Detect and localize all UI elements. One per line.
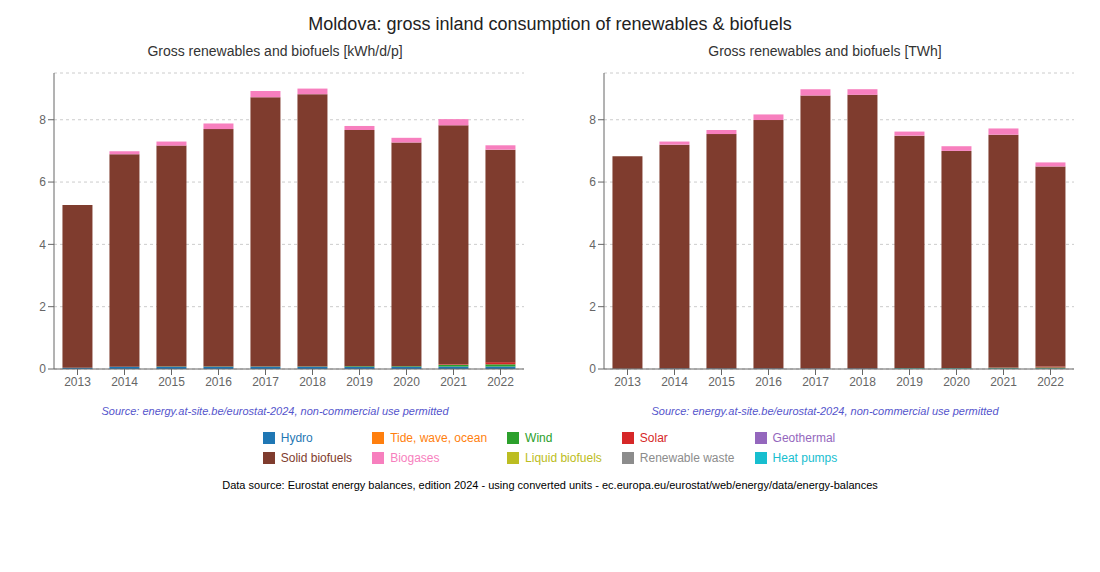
html-text:Hydro: Hydro [280, 431, 313, 445]
svg-text:2018: 2018 [849, 375, 876, 389]
svg-text:2021: 2021 [990, 375, 1017, 389]
svg-text:2017: 2017 [802, 375, 829, 389]
svg-text:2018: 2018 [299, 375, 326, 389]
svg-text:8: 8 [589, 113, 596, 127]
svg-text:2017: 2017 [252, 375, 279, 389]
svg-text:2015: 2015 [708, 375, 735, 389]
html-text:Geothermal: Geothermal [772, 431, 836, 445]
html-text:Solid biofuels: Solid biofuels [280, 451, 353, 465]
svg-text:2013: 2013 [64, 375, 91, 389]
svg-text:2016: 2016 [205, 375, 232, 389]
svg-text:2014: 2014 [111, 375, 138, 389]
svg-text:2016: 2016 [755, 375, 782, 389]
html-text:Tide, wave, ocean: Tide, wave, ocean [390, 431, 488, 445]
svg-text:6: 6 [39, 175, 46, 189]
svg-text:2022: 2022 [487, 375, 514, 389]
svg-text:2015: 2015 [158, 375, 185, 389]
html-text:Gross renewables and biofuels: Gross renewables and biofuels [kWh/d/p] [147, 43, 403, 59]
html-text:Moldova: gross inland consumpt: Moldova: gross inland consumption of ren… [308, 14, 792, 34]
svg-text:2013: 2013 [614, 375, 641, 389]
html-text:Gross renewables and biofuels: Gross renewables and biofuels [TWh] [708, 43, 942, 59]
html-text:Wind: Wind [525, 431, 553, 445]
svg-text:4: 4 [39, 238, 46, 252]
html-text:Solar: Solar [639, 431, 668, 445]
svg-text:4: 4 [589, 238, 596, 252]
svg-text:0: 0 [39, 362, 46, 376]
svg-text:2: 2 [39, 300, 46, 314]
html-text:Liquid biofuels: Liquid biofuels [525, 451, 602, 465]
svg-text:2: 2 [589, 300, 596, 314]
svg-text:2019: 2019 [896, 375, 923, 389]
svg-text:2020: 2020 [393, 375, 420, 389]
html-text:Biogases: Biogases [390, 451, 440, 465]
html-text:Source: energy.at-site.be/euro: Source: energy.at-site.be/eurostat-2024,… [651, 405, 999, 417]
svg-text:8: 8 [39, 113, 46, 127]
svg-text:2022: 2022 [1037, 375, 1064, 389]
svg-text:2021: 2021 [440, 375, 467, 389]
svg-text:2014: 2014 [661, 375, 688, 389]
html-text:Renewable waste: Renewable waste [639, 451, 735, 465]
svg-text:2019: 2019 [346, 375, 373, 389]
html-text:Source: energy.at-site.be/euro: Source: energy.at-site.be/eurostat-2024,… [101, 405, 449, 417]
svg-text:0: 0 [589, 362, 596, 376]
svg-text:2020: 2020 [943, 375, 970, 389]
html-text:Heat pumps: Heat pumps [772, 451, 838, 465]
html-text:Data source: Eurostat energy b: Data source: Eurostat energy balances, e… [222, 479, 878, 491]
svg-text:6: 6 [589, 175, 596, 189]
